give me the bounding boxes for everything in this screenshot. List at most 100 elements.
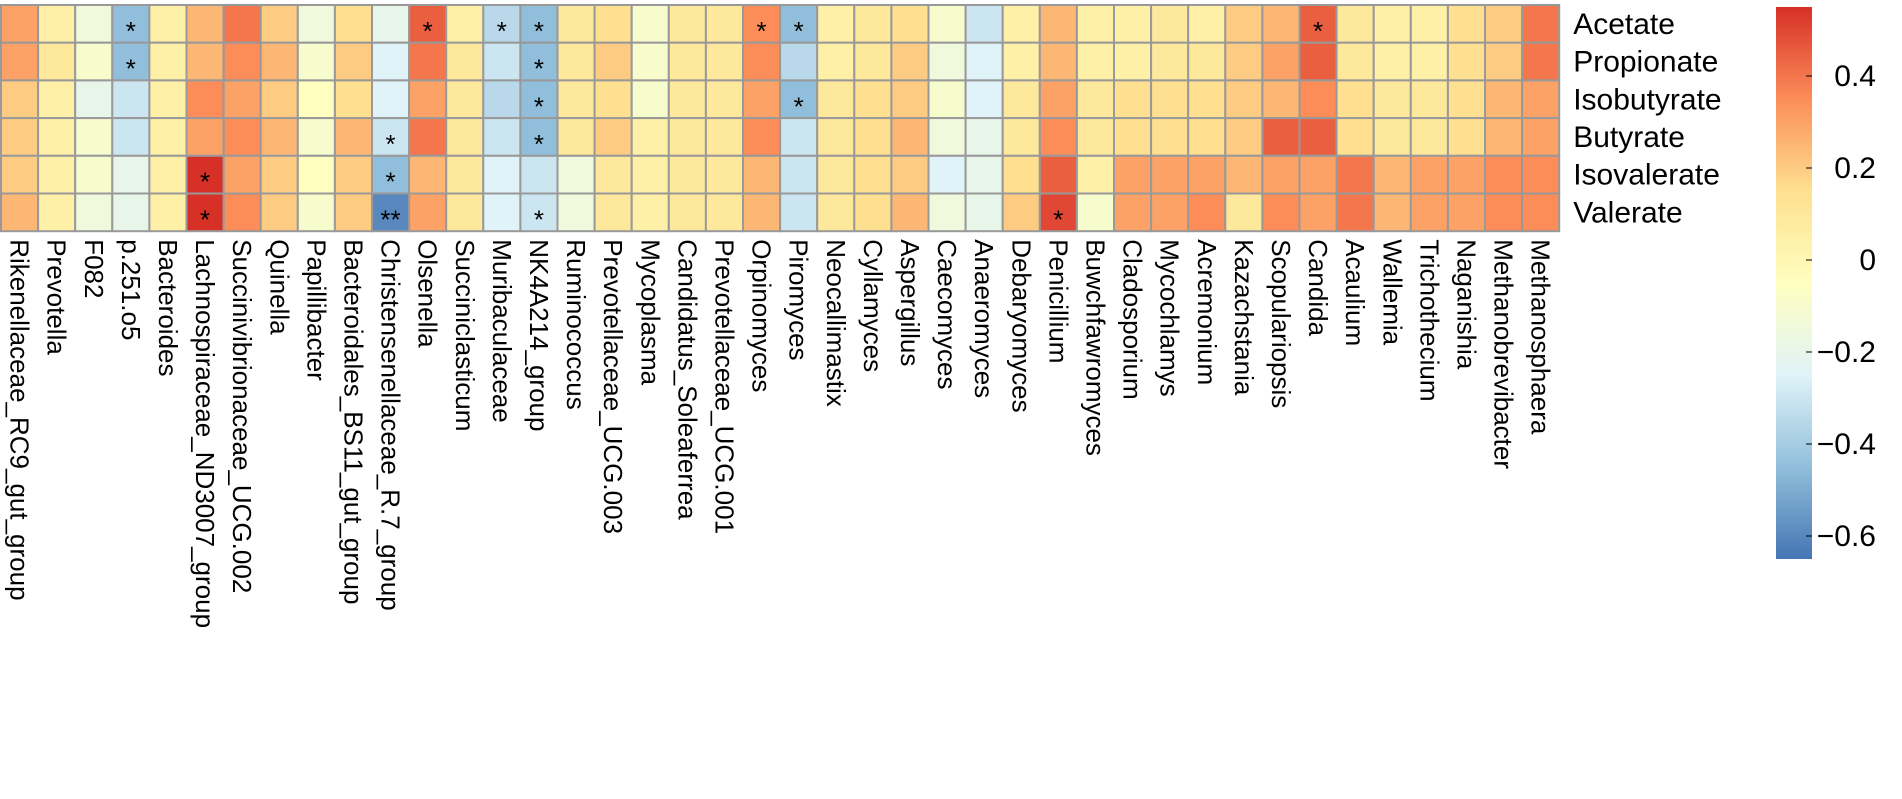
- column-label: Aspergillus: [895, 239, 925, 366]
- heatmap-cell: [927, 79, 967, 120]
- heatmap-cell: [445, 192, 485, 233]
- heatmap-cells: [0, 4, 1561, 233]
- column-label: Caecomyces: [932, 239, 962, 389]
- column-label: Orpinomyces: [747, 239, 777, 392]
- heatmap-cell: [371, 41, 411, 82]
- column-label: Penicillium: [1043, 239, 1073, 363]
- column-label: Prevotellaceae_UCG.001: [709, 239, 739, 534]
- heatmap-cell: [1335, 41, 1375, 82]
- heatmap-cell: [0, 41, 40, 82]
- column-label: Prevotella: [42, 239, 72, 355]
- heatmap-cell: [185, 192, 225, 233]
- heatmap-cell: [1335, 192, 1375, 233]
- heatmap-cell: [1335, 4, 1375, 44]
- heatmap-cell: [1261, 154, 1301, 195]
- heatmap-cell: [148, 192, 188, 233]
- heatmap-cell: [1372, 41, 1412, 82]
- colorbar-tick-label: −0.2: [1817, 336, 1876, 369]
- colorbar-tick-label: 0: [1859, 244, 1876, 277]
- heatmap-cell: [1372, 192, 1412, 233]
- heatmap-cell: [185, 79, 225, 120]
- heatmap-cell: [37, 4, 77, 44]
- heatmap-cell: [853, 154, 893, 195]
- heatmap-cell: [1521, 117, 1561, 157]
- significance-marker: *: [200, 204, 210, 234]
- heatmap-cell: [1113, 192, 1153, 233]
- heatmap-cell: [408, 192, 448, 233]
- column-label: Mycochlamys: [1155, 239, 1185, 396]
- heatmap-cell: [1372, 4, 1412, 44]
- heatmap-cell: [296, 117, 336, 157]
- heatmap-cell: [964, 41, 1004, 82]
- heatmap-cell: [593, 41, 633, 82]
- significance-marker: *: [200, 167, 210, 197]
- heatmap-cell: [1075, 154, 1116, 195]
- row-labels: Acetate Propionate Isobutyrate Butyrate Isov…: [1573, 8, 1721, 230]
- heatmap-cell: [1372, 79, 1412, 120]
- heatmap-cell: [742, 41, 782, 82]
- heatmap-cell: [630, 192, 670, 233]
- heatmap-cell: [371, 192, 411, 233]
- heatmap-cell: [1521, 4, 1561, 44]
- heatmap-cell: [1409, 41, 1449, 82]
- heatmap-cell: [185, 41, 225, 82]
- heatmap-cell: [1335, 154, 1375, 195]
- column-label: Quinella: [264, 239, 294, 335]
- heatmap-cell: [1150, 117, 1190, 157]
- column-label: Ruminococcus: [561, 239, 591, 410]
- heatmap-cell: [1113, 4, 1153, 44]
- heatmap-cell: [742, 192, 782, 233]
- column-label: Neocallimastix: [821, 239, 851, 407]
- column-label: Bacteroidales_BS11_gut_group: [338, 239, 368, 604]
- heatmap-cell: [667, 117, 707, 157]
- heatmap-cell: [1409, 192, 1449, 233]
- heatmap-cell: [111, 117, 151, 157]
- heatmap-cell: [333, 79, 373, 120]
- heatmap-cell: [1224, 117, 1264, 157]
- heatmap-cell: [222, 41, 262, 82]
- heatmap-cell: [1038, 4, 1078, 44]
- column-label: Debaryomyces: [1006, 239, 1036, 412]
- heatmap-cell: [667, 192, 707, 233]
- heatmap-cell: [1484, 117, 1524, 157]
- heatmap-cell: [259, 4, 299, 44]
- heatmap-cell: [704, 192, 745, 233]
- heatmap-cell: [779, 41, 819, 82]
- heatmap-cell: [1038, 192, 1078, 233]
- significance-marker: *: [385, 129, 395, 159]
- heatmap-cell: [1224, 79, 1264, 120]
- column-label: Anaeromyces: [969, 239, 999, 398]
- heatmap-cell: [1001, 154, 1041, 195]
- heatmap-cell: [964, 4, 1004, 44]
- heatmap-cell: [927, 41, 967, 82]
- heatmap-cell: [0, 79, 40, 120]
- column-label: Wallemia: [1377, 239, 1407, 345]
- heatmap-cell: [1224, 192, 1264, 233]
- heatmap-cell: [519, 79, 559, 120]
- significance-marker: *: [794, 16, 804, 46]
- heatmap-cell: [1484, 154, 1524, 195]
- significance-marker: *: [497, 16, 507, 46]
- heatmap-cell: [1521, 79, 1561, 120]
- heatmap-cell: [74, 192, 114, 233]
- heatmap-cell: [890, 4, 930, 44]
- heatmap-cell: [742, 79, 782, 120]
- column-label: Cyllamyces: [858, 239, 888, 372]
- heatmap-cell: [1001, 4, 1041, 44]
- heatmap-cell: [1484, 192, 1524, 233]
- column-label: Candidatus_Soleaferrea: [672, 239, 702, 520]
- heatmap-cell: [1446, 79, 1487, 120]
- heatmap-cell: [1261, 79, 1301, 120]
- heatmap-cell: [222, 192, 262, 233]
- colorbar-tick-label: 0.2: [1834, 152, 1876, 185]
- heatmap-cell: [1484, 4, 1524, 44]
- heatmap-cell: [593, 154, 633, 195]
- column-label: Papillibacter: [301, 239, 331, 381]
- heatmap-cell: [482, 41, 522, 82]
- heatmap-cell: [853, 192, 893, 233]
- heatmap-cell: [1001, 192, 1041, 233]
- heatmap-cell: [296, 154, 336, 195]
- heatmap-cell: [259, 41, 299, 82]
- heatmap-cell: [964, 79, 1004, 120]
- heatmap-cell: [1150, 154, 1190, 195]
